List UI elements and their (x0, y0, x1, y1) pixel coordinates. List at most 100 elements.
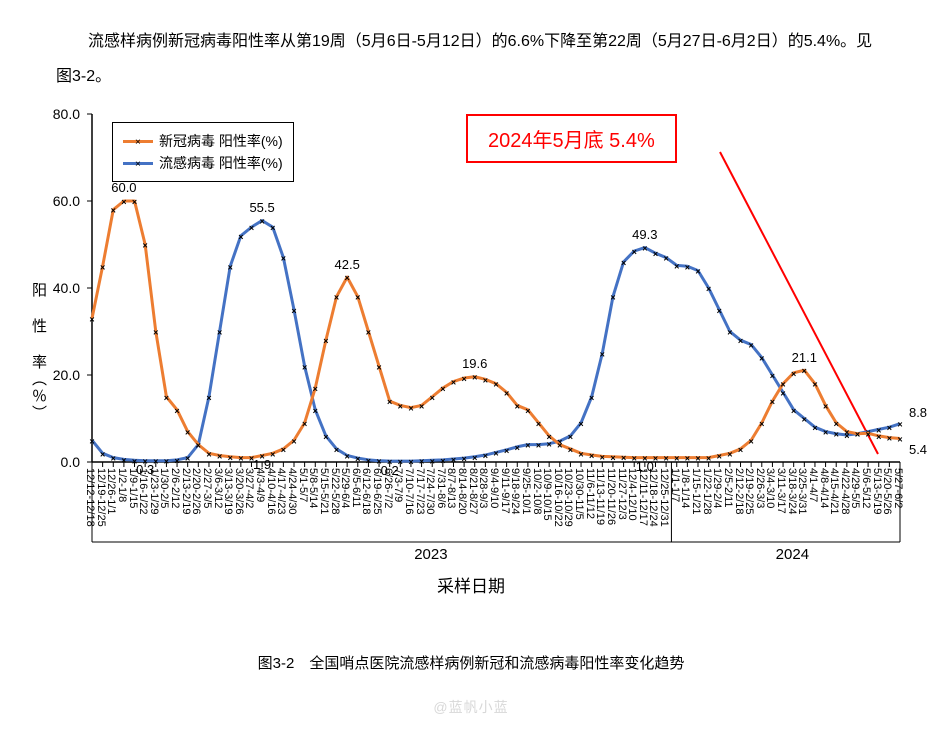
svg-text:×: × (865, 430, 870, 440)
watermark: @蓝帆小蓝 (433, 697, 508, 717)
svg-text:×: × (323, 337, 328, 347)
svg-text:×: × (451, 378, 456, 388)
y-tick-label: 0.0 (40, 454, 80, 470)
svg-text:×: × (472, 453, 477, 463)
svg-text:×: × (334, 293, 339, 303)
svg-text:×: × (366, 328, 371, 338)
svg-text:×: × (578, 450, 583, 460)
svg-text:×: × (493, 449, 498, 459)
svg-text:×: × (345, 452, 350, 462)
svg-text:×: × (100, 450, 105, 460)
x-tick-label: 5/27-6/2 (892, 468, 904, 508)
svg-text:×: × (674, 454, 679, 464)
data-point-label: 21.1 (792, 350, 817, 365)
svg-text:×: × (578, 419, 583, 429)
svg-text:×: × (695, 267, 700, 277)
figure-caption: 图3-2 全国哨点医院流感样病例新冠和流感病毒阳性率变化趋势 (0, 652, 942, 673)
svg-text:×: × (461, 374, 466, 384)
svg-text:×: × (642, 244, 647, 254)
svg-text:×: × (153, 328, 158, 338)
svg-text:×: × (717, 306, 722, 316)
svg-text:×: × (802, 367, 807, 377)
svg-text:×: × (440, 456, 445, 466)
data-point-label: 0.3 (136, 462, 154, 477)
svg-text:×: × (525, 406, 530, 416)
svg-text:×: × (600, 453, 605, 463)
svg-text:×: × (738, 337, 743, 347)
year-label: 2023 (414, 546, 447, 563)
svg-text:×: × (281, 254, 286, 264)
year-label: 2024 (776, 546, 809, 563)
svg-text:×: × (770, 397, 775, 407)
svg-text:×: × (791, 369, 796, 379)
svg-text:×: × (355, 293, 360, 303)
svg-text:×: × (610, 293, 615, 303)
data-point-label: 42.5 (335, 257, 360, 272)
svg-text:×: × (621, 258, 626, 268)
svg-text:×: × (727, 328, 732, 338)
svg-text:×: × (387, 397, 392, 407)
svg-text:×: × (610, 453, 615, 463)
svg-text:×: × (451, 455, 456, 465)
svg-text:×: × (472, 373, 477, 383)
svg-text:×: × (483, 376, 488, 386)
svg-text:×: × (493, 380, 498, 390)
svg-text:×: × (461, 454, 466, 464)
svg-text:×: × (770, 371, 775, 381)
svg-text:×: × (738, 445, 743, 455)
svg-text:×: × (291, 306, 296, 316)
svg-text:×: × (313, 406, 318, 416)
svg-text:×: × (515, 402, 520, 412)
svg-text:×: × (589, 451, 594, 461)
svg-text:×: × (663, 454, 668, 464)
svg-text:×: × (706, 454, 711, 464)
svg-text:×: × (185, 454, 190, 464)
data-point-label: 49.3 (632, 227, 657, 242)
y-tick-label: 20.0 (40, 367, 80, 383)
svg-text:×: × (345, 274, 350, 284)
svg-text:×: × (568, 432, 573, 442)
svg-text:×: × (663, 254, 668, 264)
svg-text:×: × (164, 393, 169, 403)
svg-text:×: × (727, 450, 732, 460)
svg-text:×: × (632, 247, 637, 257)
svg-text:×: × (355, 454, 360, 464)
svg-text:×: × (259, 217, 264, 227)
svg-text:×: × (823, 402, 828, 412)
svg-text:×: × (791, 406, 796, 416)
svg-text:×: × (206, 393, 211, 403)
svg-text:×: × (749, 437, 754, 447)
svg-text:×: × (366, 456, 371, 466)
svg-text:×: × (897, 420, 902, 430)
svg-text:×: × (621, 454, 626, 464)
svg-text:×: × (270, 223, 275, 233)
svg-text:×: × (228, 263, 233, 273)
data-point-label: 8.8 (909, 405, 927, 420)
svg-text:×: × (685, 263, 690, 273)
data-point-label: 0.2 (381, 463, 399, 478)
svg-text:×: × (323, 432, 328, 442)
svg-text:×: × (780, 380, 785, 390)
svg-text:×: × (674, 262, 679, 272)
svg-text:×: × (823, 428, 828, 438)
svg-text:×: × (408, 404, 413, 414)
svg-text:×: × (717, 452, 722, 462)
chart-container: × 新冠病毒 阳性率(%) × 流感病毒 阳性率(%) 2024年5月底 5.4… (0, 102, 942, 642)
svg-text:×: × (568, 445, 573, 455)
svg-text:×: × (89, 437, 94, 447)
svg-text:×: × (174, 406, 179, 416)
svg-text:×: × (408, 458, 413, 468)
svg-text:×: × (812, 424, 817, 434)
svg-text:×: × (217, 452, 222, 462)
svg-text:×: × (132, 197, 137, 207)
svg-text:×: × (440, 384, 445, 394)
svg-text:×: × (249, 223, 254, 233)
svg-text:×: × (525, 441, 530, 451)
svg-text:×: × (100, 263, 105, 273)
svg-text:×: × (313, 384, 318, 394)
svg-text:×: × (759, 354, 764, 364)
svg-text:×: × (281, 445, 286, 455)
svg-text:×: × (557, 441, 562, 451)
svg-text:×: × (897, 435, 902, 445)
svg-text:×: × (430, 393, 435, 403)
